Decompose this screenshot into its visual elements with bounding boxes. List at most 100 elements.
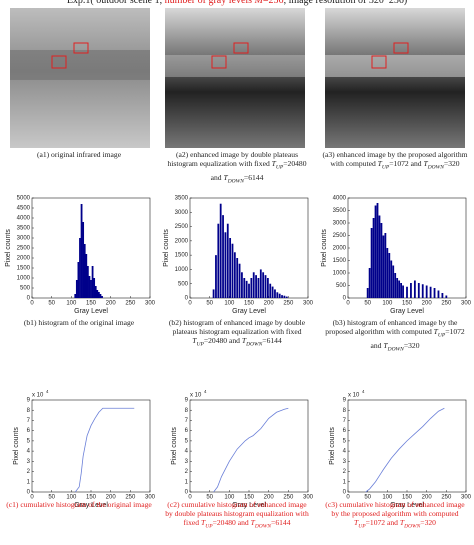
chart: 0 500 1000 1500 2000 2500 3000 3500 0 50 100 150 200… — [163, 196, 314, 315]
bar — [421, 284, 424, 298]
y-axis-label: Pixel counts — [5, 229, 12, 267]
y-tick-label: 3 — [185, 459, 189, 465]
bar — [376, 203, 379, 298]
bar — [278, 293, 281, 298]
x-tick-label: 50 — [206, 495, 213, 501]
subscript: UP — [437, 332, 446, 339]
x-tick-label: 50 — [206, 301, 213, 307]
text-segment: (c3) cumulative histogram of enhanced im… — [325, 500, 465, 518]
text-segment: (a2) enhanced image by double plateaus h… — [167, 150, 299, 168]
x-tick-label: 250 — [125, 495, 136, 501]
y-tick-label: 1000 — [333, 271, 347, 277]
text-segment: Exp.1( outdoor scene 1, — [66, 0, 165, 6]
bar — [281, 295, 283, 298]
bar — [388, 253, 391, 298]
bar — [283, 295, 286, 298]
text-segment: =20480 and — [210, 159, 307, 182]
text-segment: number of gray levels — [164, 0, 255, 6]
text-segment: =20480 and — [203, 336, 242, 345]
x-tick-label: 50 — [48, 495, 55, 501]
bar — [374, 205, 377, 298]
bar — [398, 280, 401, 298]
bar — [271, 286, 274, 298]
cumulative-line — [74, 407, 135, 493]
bar — [217, 223, 220, 298]
bar — [410, 283, 412, 298]
caption: (b2) histogram of enhanced image by doub… — [163, 318, 311, 350]
x-tick-label: 100 — [382, 301, 393, 307]
y-axis-label: Pixel counts — [329, 427, 336, 465]
subscript: DOWN — [427, 164, 444, 171]
text-segment: =256 — [262, 0, 284, 6]
x-tick-label: 50 — [364, 301, 371, 307]
chart: 0 1 2 3 4 5 6 7 8 9 0 50 100 150 200 250 300 Gray Level Pi… — [13, 389, 156, 509]
bar — [74, 294, 77, 298]
text-segment: =1072 and — [389, 159, 424, 168]
bar — [93, 278, 96, 298]
bar — [88, 276, 91, 298]
bar — [248, 283, 250, 298]
x-axis-label: Gray Level — [232, 308, 266, 315]
y-tick-label: 3000 — [175, 210, 189, 216]
bar — [402, 285, 404, 298]
y-tick-label: 6 — [343, 428, 347, 434]
bar — [276, 292, 279, 298]
y-tick-label: 9 — [185, 398, 189, 404]
bar — [101, 296, 103, 298]
caption: (b1) histogram of the original image — [5, 318, 153, 327]
x-tick-label: 0 — [346, 301, 350, 307]
x-tick-label: 250 — [441, 495, 452, 501]
x-tick-label: 200 — [106, 301, 117, 307]
bar — [80, 204, 83, 298]
text-segment: T — [200, 518, 206, 527]
text-segment: =20480 and — [212, 518, 251, 527]
subscript: UP — [381, 164, 390, 171]
y-tick-label: 500 — [20, 286, 31, 292]
x-tick-label: 0 — [346, 495, 350, 501]
bar — [77, 262, 80, 298]
bar — [386, 248, 389, 298]
y-scale-exp: 4 — [362, 389, 365, 394]
bar — [222, 215, 224, 298]
bar — [241, 272, 243, 298]
y-tick-label: 6 — [185, 428, 189, 434]
bar — [370, 228, 373, 298]
text-segment: (c2) cumulative histogram of enhanced im… — [165, 500, 309, 527]
caption: (c1) cumulative histogram of the origina… — [5, 500, 153, 509]
subscript: DOWN — [254, 523, 272, 530]
bar — [445, 295, 448, 298]
y-tick-label: 4 — [185, 449, 189, 455]
x-tick-label: 100 — [382, 495, 393, 501]
text-segment: M — [254, 0, 263, 6]
y-tick-label: 9 — [27, 398, 31, 404]
bar — [231, 243, 234, 298]
y-axis-label: Pixel counts — [171, 427, 178, 465]
cumulative-line — [213, 407, 289, 493]
bar — [219, 203, 222, 298]
image-a2 — [165, 8, 305, 148]
text-segment: T — [354, 518, 359, 527]
text-segment: =6144 — [262, 336, 282, 345]
y-tick-label: 2500 — [175, 224, 189, 230]
y-tick-label: 4500 — [17, 206, 31, 212]
y-scale-base: x 10 — [32, 393, 44, 399]
y-tick-label: 3000 — [17, 236, 31, 242]
bar — [94, 286, 97, 298]
x-tick-label: 300 — [303, 301, 314, 307]
x-tick-label: 0 — [188, 301, 192, 307]
x-tick-label: 300 — [145, 301, 156, 307]
bar — [257, 278, 260, 298]
x-tick-label: 100 — [66, 301, 77, 307]
y-axis-label: Pixel counts — [13, 427, 20, 465]
subscript: DOWN — [387, 346, 404, 353]
y-tick-label: 3 — [343, 459, 347, 465]
subscript: UP — [205, 523, 213, 530]
bar — [224, 232, 227, 298]
bar — [392, 265, 395, 298]
bar — [380, 223, 383, 298]
text-segment: , image resolution of 320*256) — [283, 0, 408, 6]
y-tick-label: 1500 — [333, 258, 347, 264]
text-segment: =1072 and — [365, 518, 400, 527]
x-tick-label: 250 — [283, 495, 294, 501]
text-segment: =320 — [420, 518, 436, 527]
